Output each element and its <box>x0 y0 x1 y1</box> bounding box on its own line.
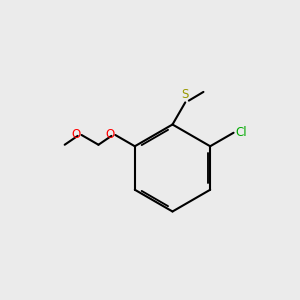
Text: O: O <box>71 128 81 141</box>
Text: O: O <box>105 128 114 141</box>
Text: Cl: Cl <box>235 126 247 139</box>
Text: S: S <box>182 88 189 101</box>
